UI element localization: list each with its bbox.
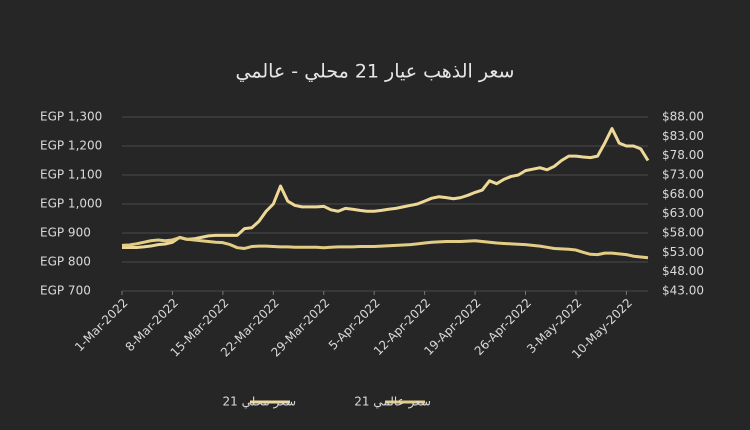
y-tick-label: EGP 800	[40, 255, 91, 269]
y2-tick-label: $48.00	[662, 264, 704, 278]
y-tick-label: EGP 1,000	[40, 197, 102, 211]
y-tick-label: EGP 900	[40, 226, 91, 240]
y-tick-label: EGP 1,100	[40, 168, 102, 182]
y2-tick-label: $63.00	[662, 206, 704, 220]
series-line	[122, 127, 650, 249]
y2-tick-label: $43.00	[662, 284, 704, 298]
legend-label: سعر عالمي 21	[354, 395, 431, 410]
y-tick-label: EGP 1,300	[40, 110, 102, 124]
y2-tick-label: $58.00	[662, 226, 704, 240]
chart-title: سعر الذهب عيار 21 محلي - عالمي	[236, 61, 515, 83]
y-tick-label: EGP 1,200	[40, 139, 102, 153]
y2-tick-label: $68.00	[662, 187, 704, 201]
legend-label: سعر محلي 21	[222, 395, 296, 410]
y2-tick-label: $78.00	[662, 148, 704, 162]
y-tick-label: EGP 700	[40, 284, 91, 298]
y2-tick-label: $53.00	[662, 245, 704, 259]
y2-tick-label: $83.00	[662, 129, 704, 143]
y2-tick-label: $88.00	[662, 110, 704, 124]
series-line	[121, 236, 649, 260]
y2-tick-label: $73.00	[662, 168, 704, 182]
